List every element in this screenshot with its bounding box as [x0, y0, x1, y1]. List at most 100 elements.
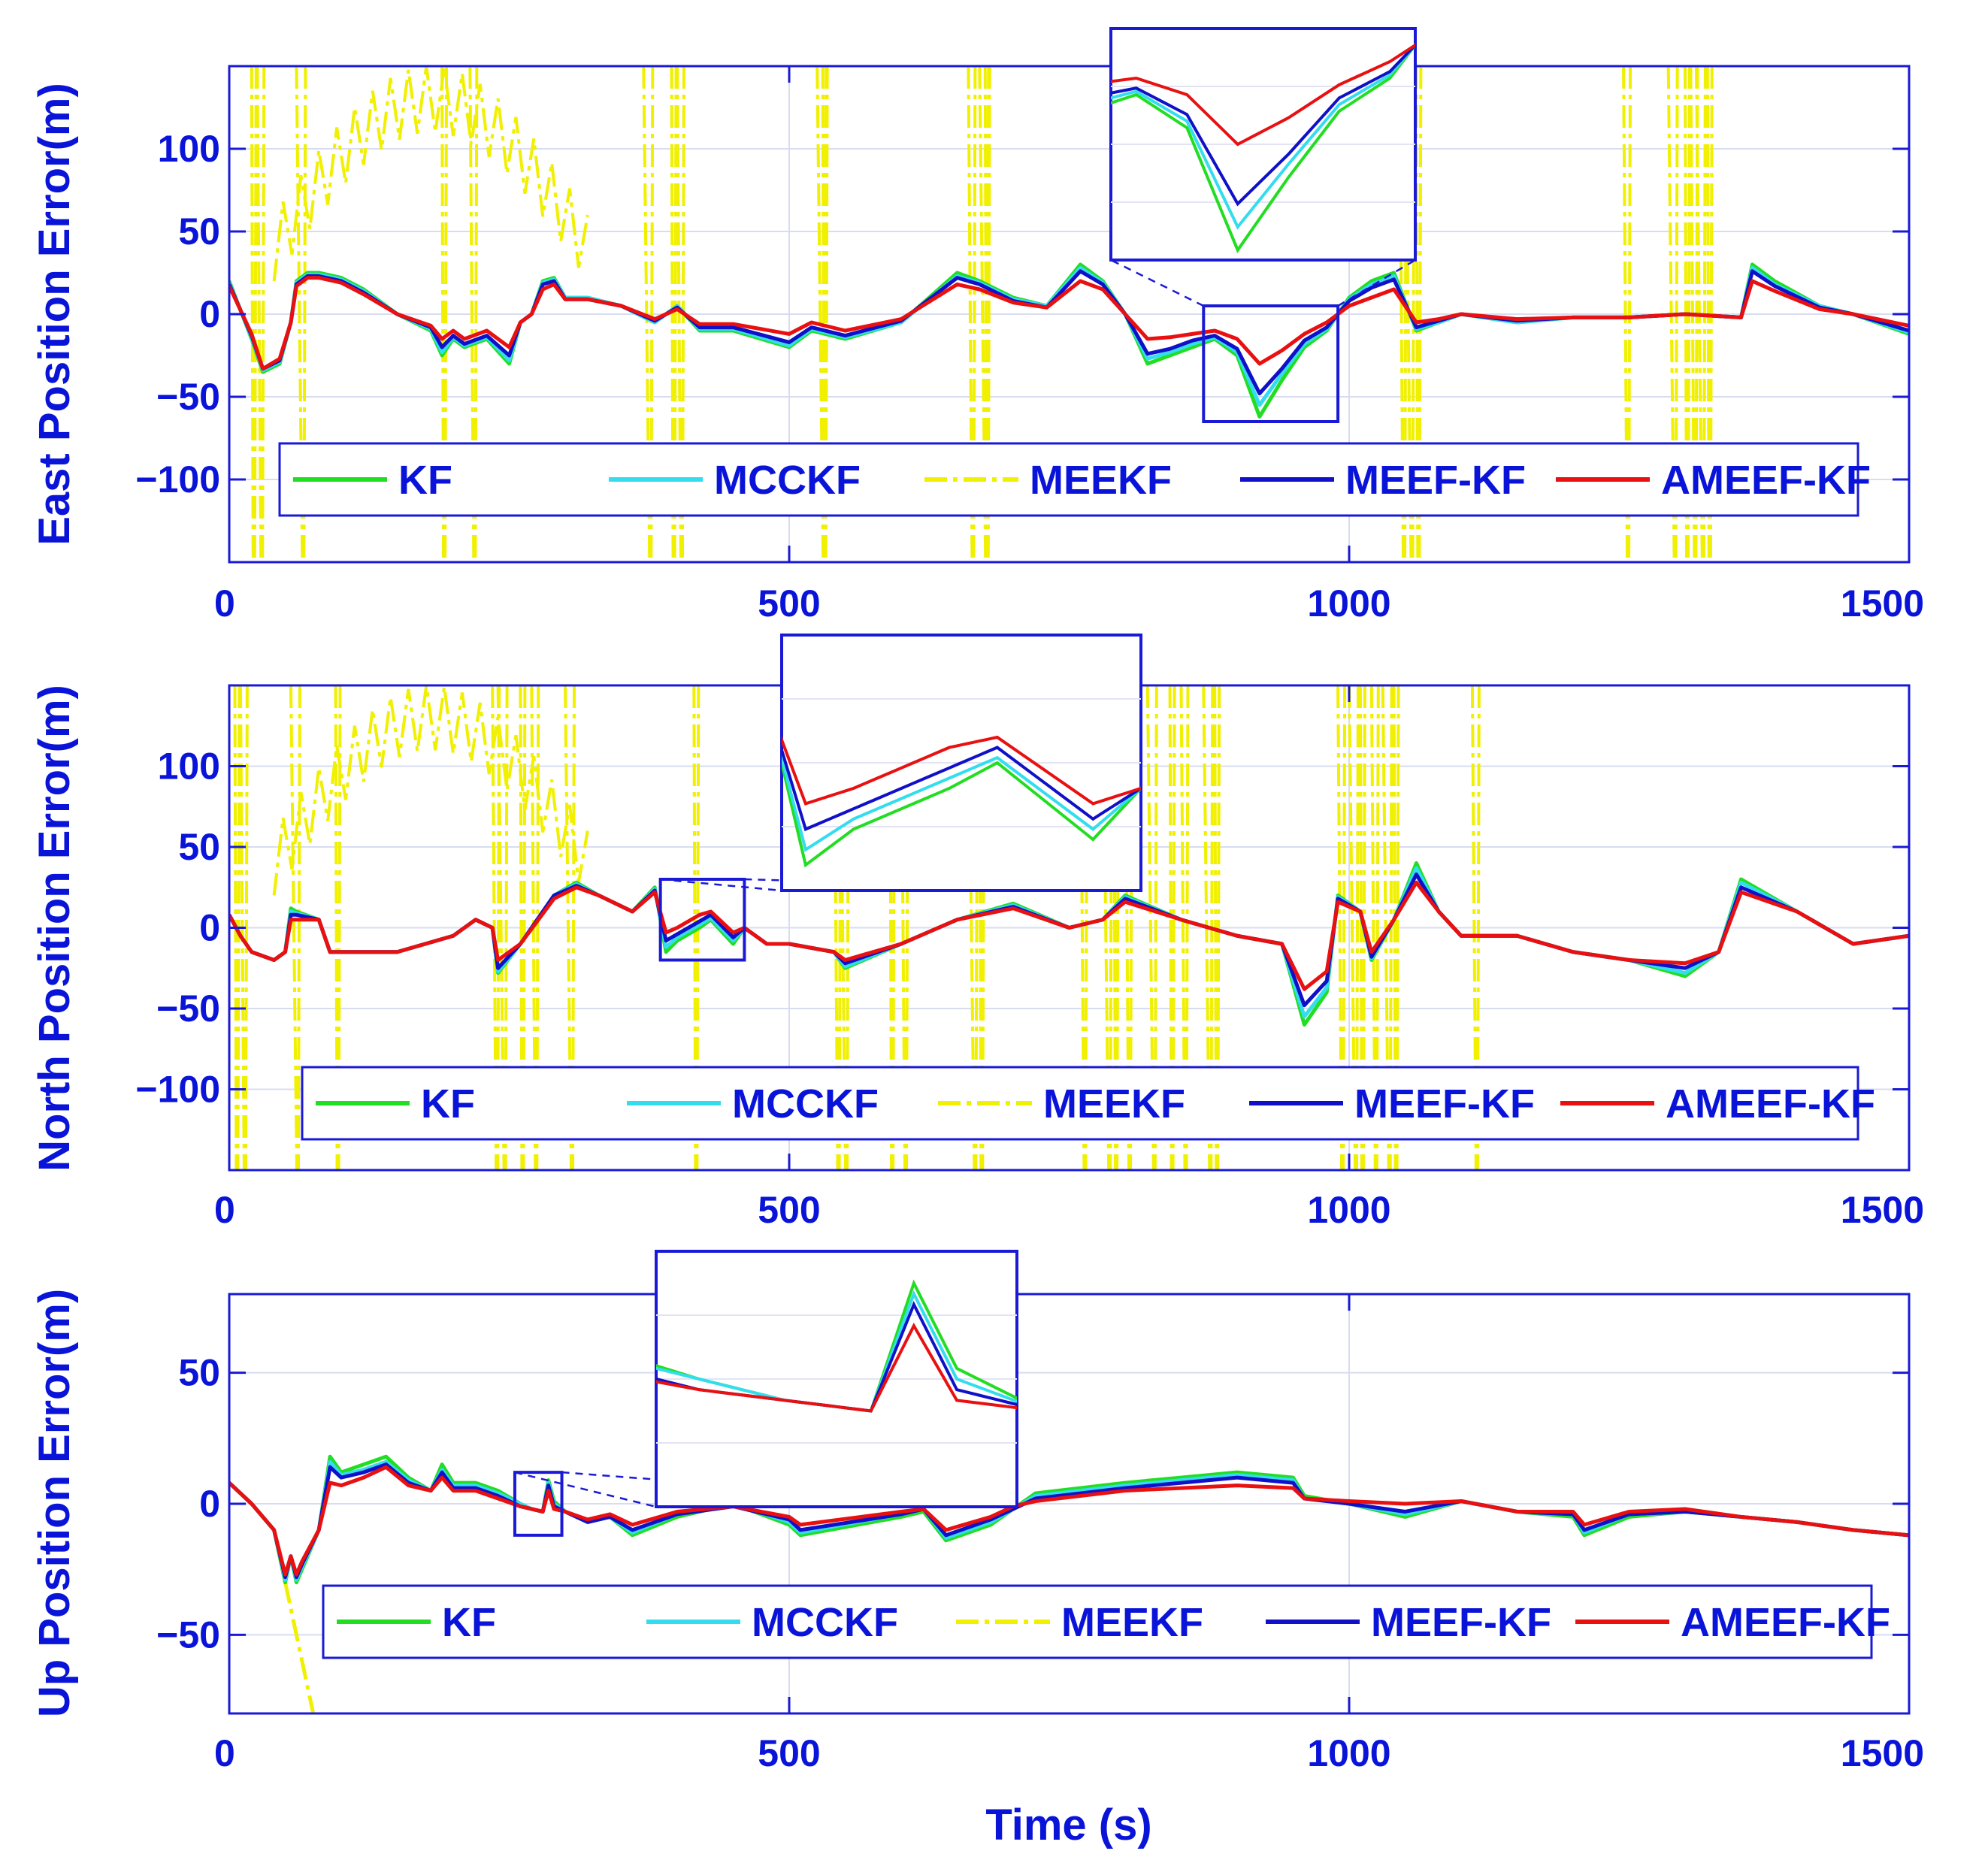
- up-ylabel: Up Position Error(m): [30, 1289, 79, 1717]
- y-tick-label: 100: [158, 128, 220, 170]
- x-tick-label: 500: [758, 582, 820, 625]
- zoom-region-box: [513, 1471, 564, 1537]
- series-meef-kf: [229, 873, 1909, 1008]
- meekf-spike: [670, 66, 678, 562]
- inset-series-kf: [1111, 42, 1415, 253]
- inset-lines: [656, 1279, 1017, 1444]
- east-series-lines: [229, 262, 1909, 419]
- x-tick-label: 0: [214, 1189, 235, 1231]
- inset-series-meef-kf: [782, 745, 1141, 832]
- north-series-lines: [229, 861, 1909, 1027]
- x-tick-label: 0: [214, 582, 235, 625]
- legend-label-ameef-kf: AMEEF-KF: [1661, 458, 1871, 503]
- meekf-divergence: [272, 685, 589, 896]
- zoom-connector: [660, 878, 782, 892]
- legend-label-meef-kf: MEEF-KF: [1354, 1081, 1535, 1127]
- east-inset: [1109, 27, 1417, 423]
- meekf-spike: [468, 66, 479, 562]
- inset-series-mcckf: [782, 752, 1141, 852]
- series-ameef-kf: [229, 276, 1909, 371]
- x-tick-label: 500: [758, 1732, 820, 1774]
- up-plot-area: [229, 1454, 1909, 1713]
- meekf-spike: [289, 685, 301, 1170]
- x-tick-label: 500: [758, 1189, 820, 1231]
- inset-series-ameef-kf: [656, 1322, 1017, 1413]
- y-tick-label: 50: [178, 210, 220, 253]
- series-ameef-kf: [229, 1465, 1909, 1577]
- legend-label-ameef-kf: AMEEF-KF: [1666, 1081, 1875, 1127]
- series-meef-kf: [229, 1462, 1909, 1580]
- legend-label-mcckf: MCCKF: [714, 458, 861, 503]
- x-tick-label: 1500: [1841, 1732, 1924, 1774]
- east-meekf-series: [250, 66, 1714, 562]
- legend-label-kf: KF: [398, 458, 452, 503]
- y-tick-label: −100: [135, 1069, 220, 1111]
- legend-label-meekf: MEEKF: [1043, 1081, 1185, 1127]
- y-tick-label: −50: [156, 1613, 220, 1656]
- y-tick-label: −50: [156, 376, 220, 418]
- x-tick-label: 1000: [1307, 1189, 1390, 1231]
- up-inset: [513, 1250, 1018, 1537]
- x-tick-label: 1000: [1307, 582, 1390, 625]
- y-tick-label: 0: [199, 293, 220, 335]
- north-legend: KF MCCKF MEEKF MEEF-KF AMEEF-KF: [301, 1066, 1875, 1141]
- y-tick-label: −100: [135, 458, 220, 501]
- east-ylabel: East Position Error(m): [30, 83, 79, 546]
- inset-series-ameef-kf: [782, 735, 1141, 806]
- zoom-region-box: [1202, 304, 1340, 423]
- zoom-connector: [1110, 259, 1204, 307]
- inset-series-mcckf: [1111, 42, 1415, 230]
- y-tick-label: 100: [158, 746, 220, 788]
- legend-label-kf: KF: [421, 1081, 475, 1127]
- zoom-connector: [1337, 259, 1416, 307]
- legend-label-mcckf: MCCKF: [732, 1081, 879, 1127]
- y-tick-label: 50: [178, 826, 220, 868]
- y-tick-label: 50: [178, 1352, 220, 1394]
- x-tick-label: 0: [214, 1732, 235, 1774]
- x-tick-label: 1000: [1307, 1732, 1390, 1774]
- up-xlabel: Time (s): [985, 1801, 1151, 1849]
- inset-lines: [782, 698, 1141, 868]
- meekf-spike: [1622, 66, 1632, 562]
- east-legend: KF MCCKF MEEKF MEEF-KF AMEEF-KF: [278, 442, 1871, 517]
- inset-lines: [1111, 42, 1415, 253]
- meekf-line: [229, 1481, 316, 1713]
- inset-series-ameef-kf: [1111, 43, 1415, 147]
- legend-label-meef-kf: MEEF-KF: [1345, 458, 1526, 503]
- meekf-spike: [295, 66, 307, 562]
- legend-label-mcckf: MCCKF: [752, 1600, 898, 1645]
- inset-series-meef-kf: [1111, 43, 1415, 207]
- meekf-spike: [256, 66, 266, 562]
- meekf-spike: [983, 66, 991, 562]
- meekf-spike: [440, 66, 449, 562]
- legend-label-meef-kf: MEEF-KF: [1371, 1600, 1551, 1645]
- meekf-spike: [821, 66, 829, 562]
- up-meekf-series: [229, 1481, 316, 1713]
- series-kf: [229, 1454, 1909, 1585]
- inset-series-kf: [782, 756, 1141, 868]
- zoom-connector: [514, 1471, 657, 1508]
- y-tick-label: 0: [199, 1483, 220, 1525]
- north-ylabel: North Position Error(m): [30, 685, 79, 1172]
- legend-label-meekf: MEEKF: [1061, 1600, 1203, 1645]
- north-inset: [658, 634, 1142, 962]
- legend-label-ameef-kf: AMEEF-KF: [1681, 1600, 1890, 1645]
- legend-box: [301, 1066, 1859, 1141]
- series-mcckf: [229, 1459, 1909, 1582]
- meekf-spike: [250, 66, 258, 562]
- y-tick-label: −50: [156, 987, 220, 1030]
- y-tick-label: 0: [199, 907, 220, 949]
- east-plot-area: [229, 66, 1909, 562]
- zoom-region-box: [658, 878, 746, 962]
- x-tick-label: 1500: [1841, 582, 1924, 625]
- up-legend: KF MCCKF MEEKF MEEF-KF AMEEF-KF: [322, 1584, 1890, 1659]
- meekf-spike: [967, 66, 977, 562]
- series-ameef-kf: [229, 880, 1909, 991]
